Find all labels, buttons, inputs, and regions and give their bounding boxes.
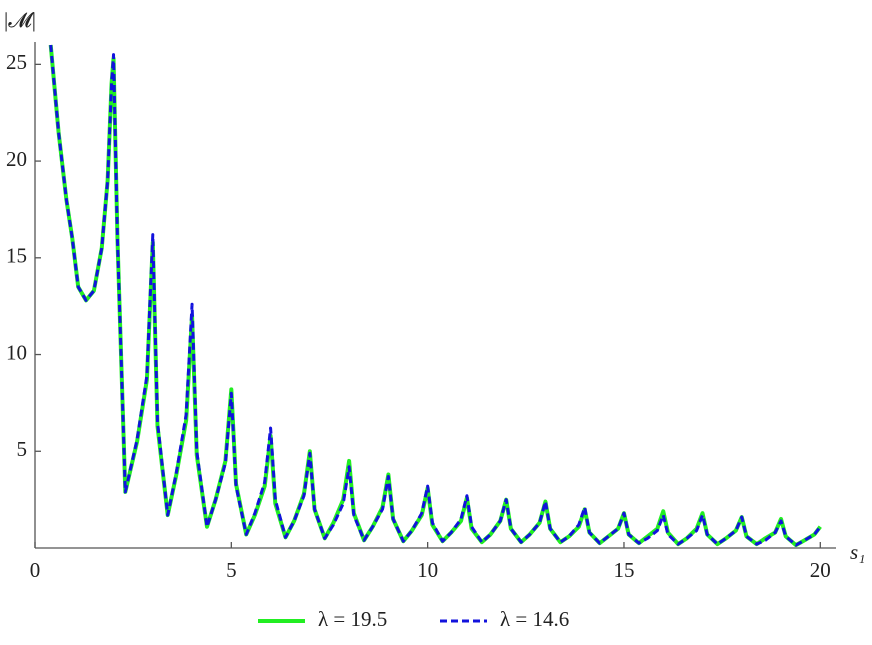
y-tick-label: 25: [6, 50, 27, 74]
x-tick-label: 0: [30, 558, 41, 582]
x-tick-label: 20: [810, 558, 831, 582]
y-axis-label: |𝓜|: [4, 8, 36, 32]
x-tick-label: 10: [417, 558, 438, 582]
x-tick-label: 15: [613, 558, 634, 582]
y-tick-label: 5: [17, 437, 28, 461]
y-tick-label: 15: [6, 244, 27, 268]
line-series: [48, 44, 822, 548]
x-tick-label: 5: [226, 558, 237, 582]
y-tick-label: 20: [6, 147, 27, 171]
x-axis-label: s₁: [850, 540, 865, 564]
line-series: [49, 44, 822, 547]
y-tick-label: 10: [6, 340, 27, 364]
legend-label: λ = 19.5: [318, 607, 387, 631]
legend-label: λ = 14.6: [500, 607, 569, 631]
